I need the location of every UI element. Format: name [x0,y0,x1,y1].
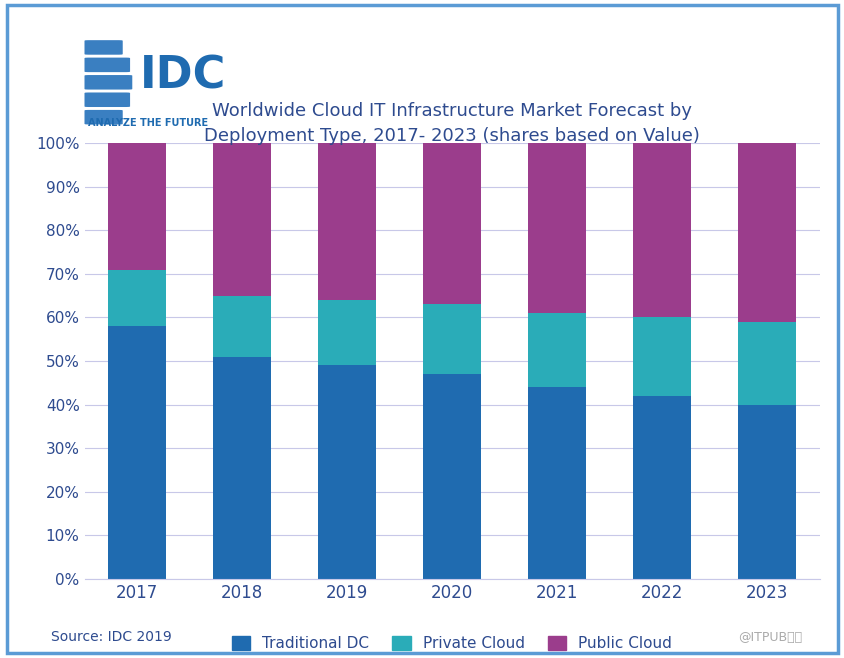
Legend: Traditional DC, Private Cloud, Public Cloud: Traditional DC, Private Cloud, Public Cl… [225,630,678,657]
FancyBboxPatch shape [84,93,130,107]
Bar [738,143,795,322]
Text: Worldwide Cloud IT Infrastructure Market Forecast by
Deployment Type, 2017- 2023: Worldwide Cloud IT Infrastructure Market… [204,102,699,145]
Bar [318,143,376,300]
Bar [632,317,690,396]
Bar [423,305,480,374]
Bar [213,295,271,357]
FancyBboxPatch shape [84,40,122,55]
Bar [632,396,690,579]
Bar [738,405,795,579]
Bar [108,270,165,326]
Text: Source: IDC 2019: Source: IDC 2019 [51,630,171,644]
Bar [528,143,585,313]
Bar [423,374,480,579]
Bar [318,300,376,365]
Bar [738,322,795,405]
Bar [528,387,585,579]
Text: IDC: IDC [139,55,225,98]
Bar [423,143,480,305]
Text: ANALYZE THE FUTURE: ANALYZE THE FUTURE [88,118,208,128]
Bar [108,143,165,270]
Bar [108,326,165,579]
Bar [318,365,376,579]
Text: @ITPUB博客: @ITPUB博客 [738,630,802,644]
Bar [528,313,585,387]
Bar [213,143,271,295]
FancyBboxPatch shape [84,75,133,89]
FancyBboxPatch shape [84,110,122,124]
Bar [632,143,690,317]
Bar [213,357,271,579]
FancyBboxPatch shape [84,58,130,72]
